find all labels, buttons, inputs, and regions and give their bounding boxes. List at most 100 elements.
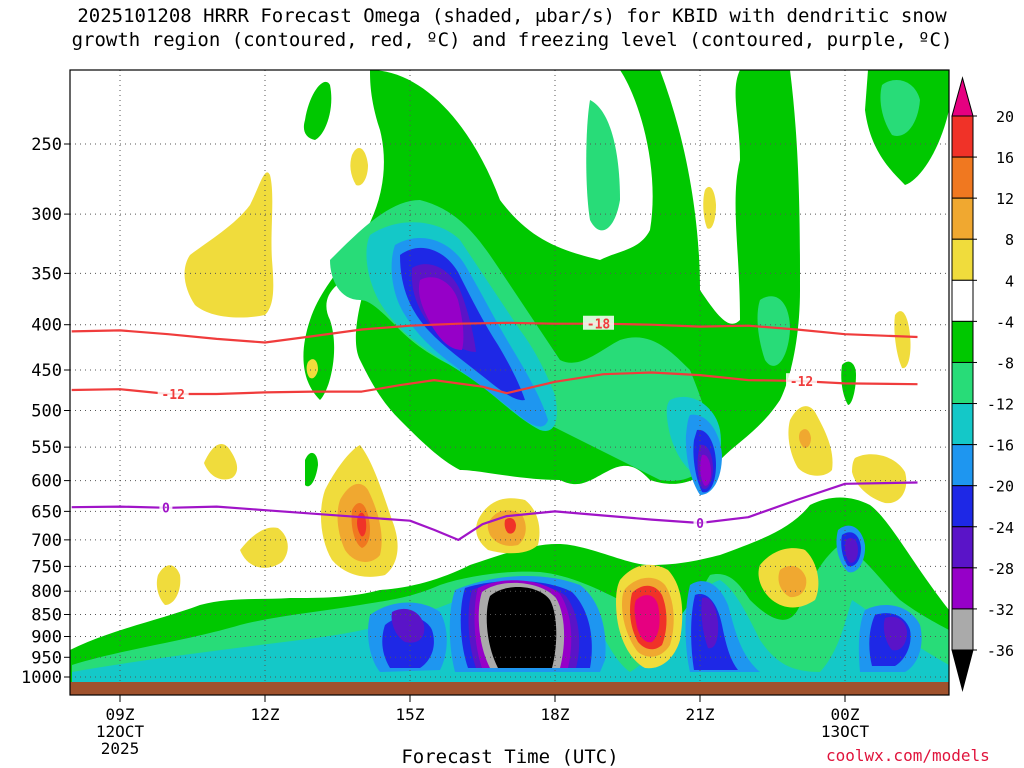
y-tick-label-700: 700: [31, 531, 62, 551]
x-tick-date-09Z: 12OCT: [96, 722, 145, 741]
plot-frame: [69, 69, 950, 696]
colorbar-swatch-12-to-8: [951, 197, 974, 240]
y-tick-label-600: 600: [31, 472, 62, 492]
y-tick-label-550: 550: [31, 438, 62, 458]
omega-region-orange-right-1: [778, 565, 807, 598]
x-tick-date-00Z: 13OCT: [821, 722, 870, 741]
omega-region-purple-small: [845, 538, 858, 563]
chart-title-line-2: growth region (contoured, red, ºC) and f…: [71, 29, 953, 51]
chart-title-line-1: 2025101208 HRRR Forecast Omega (shaded, …: [77, 5, 947, 27]
omega-region-yellow-upper-left: [184, 172, 274, 318]
colorbar-label--20: -20: [987, 478, 1014, 496]
omega-region-purple-lower-right: [701, 597, 719, 649]
y-tick-label-850: 850: [31, 606, 62, 626]
x-tick-label-15Z: 15Z: [396, 705, 425, 724]
colorbar-swatch--20-to--24: [951, 485, 974, 528]
colorbar-swatch-above-20: [951, 76, 974, 117]
omega-region-purple-far-right: [883, 616, 907, 651]
omega-region-black: [486, 587, 557, 668]
y-tick-label-1000: 1000: [21, 668, 62, 688]
contour-label-freezing-level-0-2: 0: [696, 517, 704, 532]
colorbar-swatch--4-to--8: [951, 320, 974, 363]
colorbar-label--12: -12: [987, 396, 1014, 414]
colorbar: 20 16 12 8 4 -4 -8 -12 -16 -20 -24 -28 -32 -36: [951, 76, 1014, 692]
y-tick-label-500: 500: [31, 402, 62, 422]
contour-dgz-minus12: [71, 371, 918, 396]
chart-title: 2025101208 HRRR Forecast Omega (shaded, …: [0, 4, 1024, 52]
colorbar-label--36: -36: [987, 642, 1014, 660]
x-tick-label-18Z: 18Z: [541, 705, 570, 724]
colorbar-swatch-8-to-4: [951, 238, 974, 281]
colorbar-label-16: 16: [996, 149, 1014, 167]
contour-label-bg-freezing-level-0-2: [693, 515, 707, 530]
y-tick-label-250: 250: [31, 135, 62, 155]
ground-strip: [70, 682, 949, 695]
credit-link[interactable]: coolwx.com/models: [826, 746, 990, 765]
y-axis: 2503003504004505005506006507007508008509…: [21, 135, 70, 688]
omega-region-yellow-right-3: [852, 454, 907, 504]
colorbar-label-8: 8: [1005, 231, 1014, 249]
contour-dgz-minus18: [71, 321, 918, 344]
x-tick-label-09Z: 09Z: [106, 705, 135, 724]
omega-region-yellow-small-1: [350, 147, 368, 186]
colorbar-label-4: 4: [1005, 272, 1014, 290]
x-tick-label-00Z: 00Z: [831, 705, 860, 724]
omega-region-magenta-right: [700, 454, 711, 486]
y-tick-label-950: 950: [31, 648, 62, 668]
omega-region-purple-lower-left: [391, 608, 425, 643]
y-tick-label-350: 350: [31, 264, 62, 284]
colorbar-swatch--12-to--16: [951, 403, 974, 446]
colorbar-swatch--28-to--32: [951, 567, 974, 610]
omega-region-teal-topright: [880, 80, 920, 136]
x-tick-year-09Z: 2025: [101, 739, 140, 758]
contour-label-bg-dgz-minus12: [157, 386, 189, 401]
colorbar-label--24: -24: [987, 519, 1014, 537]
contour-label-freezing-level-0: 0: [162, 502, 170, 517]
colorbar-swatch-4-to--4: [951, 279, 974, 322]
colorbar-swatch-20-to-16: [951, 115, 974, 158]
omega-region-teal-upper: [586, 100, 620, 231]
omega-region-yellow-right-4: [894, 311, 911, 369]
contour-label-dgz-minus12-2: -12: [790, 375, 813, 390]
omega-region-orange-right-2: [799, 429, 811, 448]
omega-region-yellow-left-lower: [156, 565, 181, 605]
contour-label-dgz-minus12: -12: [161, 388, 184, 403]
colorbar-swatch-below-36: [951, 649, 974, 692]
colorbar-swatch--16-to--20: [951, 444, 974, 487]
omega-region-green-small-2: [305, 452, 318, 487]
colorbar-label--16: -16: [987, 437, 1014, 455]
omega-region-yellow-small-3: [204, 444, 238, 480]
contour-label-dgz-minus18: -18: [587, 318, 611, 333]
colorbar-label--28: -28: [987, 560, 1014, 578]
y-tick-label-800: 800: [31, 582, 62, 602]
colorbar-swatch--24-to--28: [951, 526, 974, 569]
y-tick-label-300: 300: [31, 205, 62, 225]
omega-region-pink-mid-right: [634, 595, 660, 643]
colorbar-swatch--8-to--12: [951, 361, 974, 405]
omega-region-yellow-left-low: [240, 527, 288, 568]
contour-freezing-level-0: [71, 481, 918, 542]
x-tick-label-21Z: 21Z: [686, 705, 715, 724]
colorbar-label-12: 12: [996, 190, 1014, 208]
colorbar-swatch--32-to--36: [951, 608, 974, 651]
y-tick-label-450: 450: [31, 361, 62, 381]
omega-region-magenta: [418, 277, 464, 350]
y-tick-label-900: 900: [31, 627, 62, 647]
omega-region-yellow-small-2: [306, 359, 318, 379]
colorbar-label--8: -8: [996, 354, 1014, 372]
x-tick-label-12Z: 12Z: [251, 705, 280, 724]
omega-region-yellow-mid-upper: [703, 186, 716, 229]
y-tick-label-400: 400: [31, 316, 62, 336]
contour-label-bg-dgz-minus18: [583, 315, 614, 330]
colorbar-label--4: -4: [996, 313, 1014, 331]
contour-label-bg-freezing-level-0: [159, 499, 173, 514]
omega-region-red-mid: [504, 517, 516, 534]
contour-lines: -18 -12 -12 0 0: [71, 315, 918, 542]
colorbar-label--32: -32: [987, 601, 1014, 619]
omega-region-crimson-mid-left: [357, 512, 367, 537]
contour-label-bg-dgz-minus12-2: [786, 373, 817, 388]
x-axis-label: Forecast Time (UTC): [401, 746, 619, 768]
colorbar-label-20: 20: [996, 108, 1014, 126]
